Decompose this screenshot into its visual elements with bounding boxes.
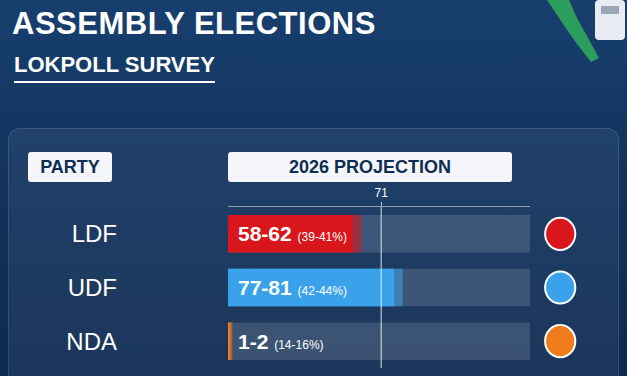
html-text:ASSEMBLY ELECTIONS: ASSEMBLY ELECTIONS bbox=[12, 6, 376, 41]
svg-text:71: 71 bbox=[374, 186, 388, 200]
svg-text:NDA: NDA bbox=[66, 328, 117, 355]
html-text:PARTY: PARTY bbox=[40, 157, 100, 177]
html-text:LOKPOLL SURVEY: LOKPOLL SURVEY bbox=[14, 52, 215, 77]
svg-text:58-62 (39-41%): 58-62 (39-41%) bbox=[238, 222, 347, 245]
svg-text:LDF: LDF bbox=[72, 220, 117, 247]
html-text:2026 PROJECTION: 2026 PROJECTION bbox=[289, 157, 451, 177]
svg-text:77-81 (42-44%): 77-81 (42-44%) bbox=[238, 276, 347, 299]
svg-text:UDF: UDF bbox=[68, 274, 117, 301]
svg-text:1-2 (14-16%): 1-2 (14-16%) bbox=[238, 330, 324, 353]
